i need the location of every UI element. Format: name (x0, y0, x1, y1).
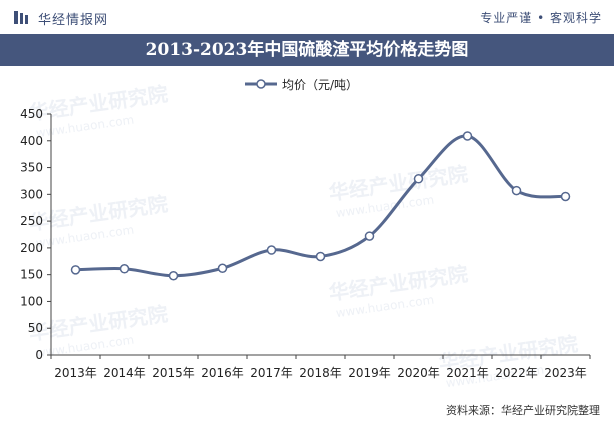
x-tick-label: 2021年 (446, 366, 489, 380)
watermarks: 华经产业研究院www.huaon.com华经产业研究院www.huaon.com… (27, 82, 579, 391)
x-tick-label: 2014年 (103, 366, 146, 380)
axes: 0 50 100 150 200 250 300 350 400 450 2013年 2014年 201… (20, 107, 591, 380)
data-point (511, 185, 522, 196)
x-tick-label: 2015年 (152, 366, 195, 380)
y-tick-label: 50 (28, 321, 43, 335)
source-note: 资料来源：华经产业研究院整理 (446, 404, 600, 417)
y-tick-label: 300 (20, 187, 43, 201)
data-point (217, 263, 228, 273)
y-tick-label: 350 (20, 161, 43, 175)
slogan: 专业严谨 • 客观科学 (480, 11, 602, 25)
data-point (168, 270, 179, 281)
x-tick-label: 2023年 (544, 366, 587, 380)
x-tick-label: 2019年 (348, 366, 391, 380)
series-group (70, 131, 571, 281)
y-tick-label: 450 (20, 107, 43, 121)
chart-title: 2013-2023年中国硫酸渣平均价格走势图 (145, 40, 469, 60)
top-bar: 华经情报网 专业严谨 • 客观科学 (0, 0, 614, 34)
x-tick-label: 2017年 (250, 366, 293, 380)
data-point (560, 191, 571, 202)
data-point (119, 264, 130, 274)
series-line (75, 134, 566, 278)
x-tick-label: 2020年 (397, 366, 440, 380)
data-point (364, 231, 375, 241)
data-point (315, 251, 326, 262)
x-tick-label: 2013年 (54, 366, 97, 380)
data-point (70, 265, 81, 275)
legend-line-marker-icon (245, 79, 277, 89)
y-tick-label: 200 (20, 241, 43, 255)
y-tick-label: 250 (20, 214, 43, 228)
y-tick-label: 0 (35, 348, 43, 362)
x-tick-label: 2016年 (201, 366, 244, 380)
logo-text: 华经情报网 (38, 13, 109, 28)
y-tick-label: 400 (20, 134, 43, 148)
data-point (462, 131, 473, 141)
data-point (266, 245, 277, 255)
logo-bars-icon (14, 11, 28, 24)
legend-label: 均价（元/吨） (282, 78, 359, 92)
y-tick-label: 100 (20, 294, 43, 308)
x-tick-label: 2018年 (299, 366, 342, 380)
x-tick-label: 2022年 (495, 366, 538, 380)
data-point (413, 174, 424, 184)
title-bar: 2013-2023年中国硫酸渣平均价格走势图 (0, 34, 614, 66)
y-tick-label: 150 (20, 268, 43, 282)
